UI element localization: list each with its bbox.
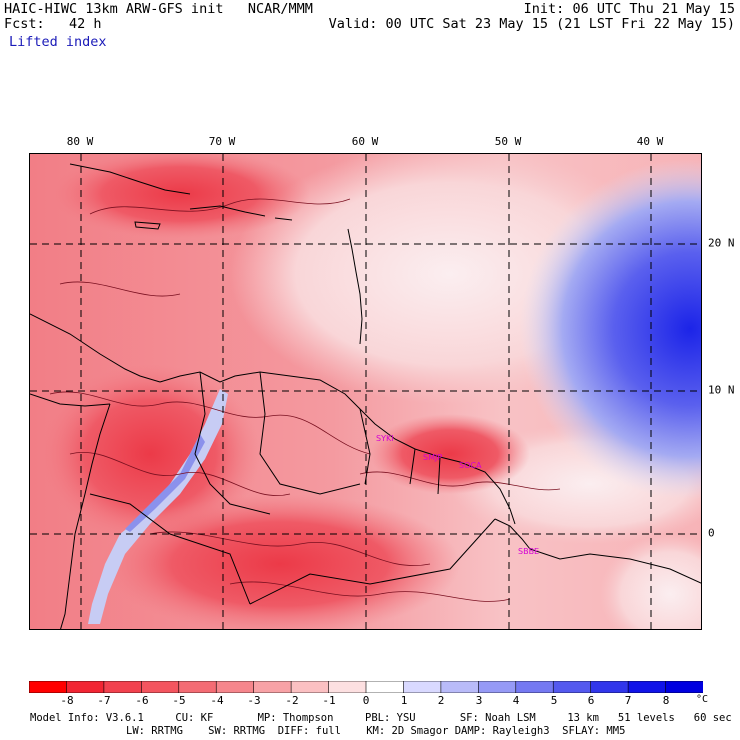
neutral-zone-se	[600, 534, 701, 629]
cbar-label: 7	[624, 694, 632, 707]
cbar-label: -5	[172, 694, 186, 707]
lon-label-80w: 80 W	[66, 135, 94, 148]
colorbar-swatch	[403, 681, 442, 693]
colorbar-swatch	[103, 681, 143, 693]
lat-label-0: 0	[708, 526, 715, 540]
colorbar-swatch	[253, 681, 292, 693]
station-smjp: SMJP	[423, 453, 442, 462]
colorbar-swatch	[552, 681, 592, 693]
colorbar-swatch	[290, 681, 330, 693]
lon-label-70w: 70 W	[208, 135, 236, 148]
coastlines	[30, 163, 701, 629]
colorbar-swatch	[328, 681, 367, 693]
colorbar-swatch	[440, 681, 480, 693]
colorbar-swatch	[215, 681, 255, 693]
cbar-label: 1	[400, 694, 408, 707]
colorbar-swatch	[365, 681, 405, 693]
unstable-guianas	[370, 414, 530, 494]
cbar-unit: °C	[695, 694, 709, 705]
lon-label-40w: 40 W	[636, 135, 664, 148]
cbar-label: 2	[437, 694, 445, 707]
lat-lon-grid	[30, 154, 701, 629]
cbar-label: 8	[662, 694, 670, 707]
lifted-index-map: SYKI SMJP SOCA SBBE	[29, 153, 702, 630]
li-contours	[49, 198, 561, 602]
cbar-label: -2	[285, 694, 299, 707]
map-canvas: SYKI SMJP SOCA SBBE	[30, 154, 701, 629]
cbar-label: -8	[60, 694, 74, 707]
cbar-label: 5	[550, 694, 558, 707]
model-title: HAIC-HIWC 13km ARW-GFS init NCAR/MMM	[4, 1, 313, 17]
unstable-caribbean	[50, 154, 310, 239]
cbar-label: -3	[247, 694, 261, 707]
lon-label-60w: 60 W	[351, 135, 379, 148]
andes-core	[125, 434, 205, 532]
colorbar-swatch	[178, 681, 218, 693]
model-info-line1: Model Info: V3.6.1 CU: KF MP: Thompson P…	[30, 712, 732, 724]
andes-stable-ridge	[88, 389, 228, 624]
cbar-label: -6	[135, 694, 149, 707]
colorbar-swatch	[515, 681, 555, 693]
unstable-colombia	[40, 364, 260, 544]
cbar-label: 3	[475, 694, 483, 707]
model-info-line2: LW: RRTMG SW: RRTMG DIFF: full KM: 2D Sm…	[126, 725, 626, 737]
colorbar-swatch	[590, 681, 629, 693]
valid-time: Valid: 00 UTC Sat 23 May 15 (21 LST Fri …	[328, 16, 735, 32]
station-sbbe: SBBE	[518, 547, 539, 556]
cbar-label: -1	[322, 694, 336, 707]
lat-label-20n: 20 N	[708, 236, 735, 250]
colorbar-swatch	[665, 681, 703, 693]
cbar-label: -7	[97, 694, 111, 707]
cbar-label: 4	[512, 694, 520, 707]
colorbar-swatch	[29, 681, 68, 693]
colorbar-swatch	[627, 681, 667, 693]
colorbar	[29, 681, 703, 693]
cbar-label: 6	[587, 694, 595, 707]
forecast-hour: Fcst: 42 h	[4, 16, 102, 32]
field-name: Lifted index	[9, 34, 107, 50]
lon-label-50w: 50 W	[494, 135, 522, 148]
cbar-label: -4	[210, 694, 224, 707]
station-syki: SYKI	[376, 434, 394, 443]
colorbar-swatch	[141, 681, 180, 693]
colorbar-swatch	[66, 681, 105, 693]
station-soca: SOCA	[459, 461, 482, 470]
init-time: Init: 06 UTC Thu 21 May 15	[523, 1, 735, 17]
cbar-label: 0	[362, 694, 370, 707]
colorbar-swatch	[478, 681, 517, 693]
lat-label-10n: 10 N	[708, 383, 735, 397]
